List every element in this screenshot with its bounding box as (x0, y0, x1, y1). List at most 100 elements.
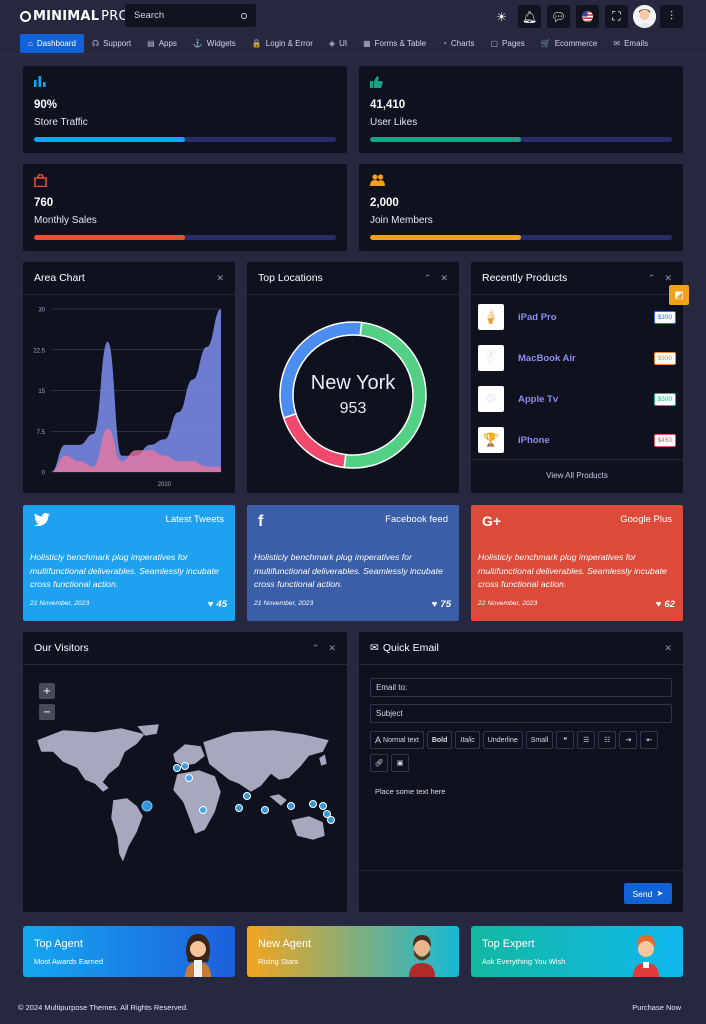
nav-item-emails[interactable]: ✉ Emails (605, 34, 656, 53)
social-card-text: Holisticly benchmark plug imperatives fo… (30, 552, 219, 589)
search-icon[interactable] (241, 12, 247, 19)
customizer-toggle-button[interactable]: ◩ (669, 285, 689, 305)
close-icon[interactable]: ✕ (440, 272, 448, 283)
copyright-suffix: . All Rights Reserved. (116, 1003, 189, 1012)
chevron-up-icon[interactable]: ⌃ (423, 272, 432, 283)
page-icon: ▢ (490, 39, 499, 48)
email-to-field[interactable] (370, 678, 672, 697)
twitter-icon (34, 512, 50, 530)
editor-toolbar-row-2: 🔗︎ ▣ (370, 754, 409, 772)
lock-icon: 🔒 (251, 39, 262, 48)
nav-item-ui[interactable]: ◈ UI (321, 34, 355, 53)
product-name[interactable]: iPhone (518, 434, 550, 446)
home-icon: ⌂ (28, 39, 33, 48)
donut-center-value: 953 (340, 400, 367, 417)
indent-button[interactable]: ⇥ (619, 731, 638, 749)
product-name[interactable]: Apple Tv (518, 393, 559, 405)
nav-item-ecommerce[interactable]: 🛒 Ecommerce (533, 34, 606, 53)
view-all-products-link[interactable]: View All Products (546, 471, 608, 480)
link-button[interactable]: 🔗︎ (370, 754, 388, 772)
cube-icon: ◈ (328, 39, 336, 48)
language-button[interactable] (576, 5, 599, 28)
nav-item-forms-table[interactable]: ▦ Forms & Table (355, 34, 434, 53)
panel-header: ✉ Quick Email ✕ (359, 632, 683, 665)
like-counter[interactable]: ♥ 62 (656, 599, 675, 610)
social-card-twitter: Latest Tweets Holisticly benchmark plug … (23, 505, 235, 621)
product-row[interactable]: 🏆 iPhone $450 (478, 427, 676, 453)
promo-title: Top Agent (34, 938, 83, 950)
send-label: Send (632, 888, 653, 899)
underline-button[interactable]: Underline (482, 731, 523, 749)
email-subject-field[interactable] (370, 704, 672, 723)
close-icon[interactable]: ✕ (328, 642, 336, 653)
email-body-field[interactable]: Place some text here (375, 787, 446, 796)
brand-logo[interactable]: MINIMAL PRO (20, 9, 129, 24)
brand-name-bold: MINIMAL (33, 9, 100, 24)
chevron-up-icon[interactable]: ⌃ (647, 272, 656, 283)
price-badge: $450 (653, 433, 676, 447)
social-card-text: Holisticly benchmark plug imperatives fo… (254, 552, 443, 589)
product-row[interactable]: 🍦 iPad Pro $300 (478, 304, 676, 330)
fullscreen-icon: ⛶ (612, 9, 621, 23)
y-tick-label: 7.5 (37, 430, 46, 436)
search-box[interactable] (125, 4, 256, 27)
fullscreen-button[interactable]: ⛶ (605, 5, 628, 28)
map-zoom-in-button[interactable]: + (39, 683, 55, 699)
like-counter[interactable]: ♥ 75 (432, 599, 451, 610)
social-card-text: Holisticly benchmark plug imperatives fo… (478, 552, 667, 589)
outdent-button[interactable]: ⇤ (640, 731, 659, 749)
nav-item-support[interactable]: ☊ Support (84, 34, 139, 53)
stat-value: 2,000 (370, 197, 399, 209)
product-name[interactable]: iPad Pro (518, 311, 557, 323)
cart-icon: 🛒 (540, 39, 551, 48)
unordered-list-button[interactable]: ☰ (577, 731, 596, 749)
image-button[interactable]: ▣ (391, 754, 409, 772)
promo-card-new-agent[interactable]: New Agent Rising Stars (247, 926, 459, 977)
product-name[interactable]: MacBook Air (518, 352, 576, 364)
close-icon[interactable]: ✕ (664, 272, 672, 283)
donut-center-label: New York (311, 372, 396, 394)
nav-item-pages[interactable]: ▢ Pages (482, 34, 532, 53)
logo-icon (20, 11, 31, 22)
chevron-up-icon[interactable]: ⌃ (311, 642, 320, 653)
quote-button[interactable]: ❝ (556, 731, 575, 749)
nav-item-label: Charts (450, 39, 475, 48)
purchase-now-link[interactable]: Purchase Now (632, 1003, 681, 1012)
italic-button[interactable]: Italic (455, 731, 480, 749)
like-counter[interactable]: ♥ 45 (208, 599, 227, 610)
ordered-list-button[interactable]: ☷ (598, 731, 617, 749)
nav-item-widgets[interactable]: ⚓ Widgets (185, 34, 244, 53)
company-link[interactable]: Multipurpose Themes (44, 1003, 117, 1012)
area-chart-panel: Area Chart ✕ 0 7.5 15 22.5 30 2020 (23, 262, 235, 493)
promo-card-top-expert[interactable]: Top Expert Ask Everything You Wish (471, 926, 683, 977)
nav-item-label: UI (339, 39, 348, 48)
close-icon[interactable]: ✕ (664, 642, 672, 653)
nav-item-apps[interactable]: ▤ Apps (139, 34, 185, 53)
product-row[interactable]: ⚙ Apple Tv $500 (478, 386, 676, 412)
close-icon[interactable]: ✕ (216, 272, 224, 283)
bold-button[interactable]: Bold (426, 731, 453, 749)
envelope-icon: ✉ (370, 642, 379, 654)
messages-button[interactable]: 💬︎ (547, 5, 570, 28)
search-input[interactable] (134, 10, 224, 21)
normal-text-button[interactable]: A Normal text (370, 731, 424, 749)
nav-item-label: Login & Error (265, 39, 313, 48)
settings-button[interactable]: ⫶ (660, 5, 683, 28)
nav-item-login-error[interactable]: 🔒 Login & Error (244, 34, 321, 53)
product-row[interactable]: 🎖 MacBook Air $500 (478, 345, 676, 371)
nav-item-dashboard[interactable]: ⌂ Dashboard (20, 34, 84, 53)
nav-item-charts[interactable]: ◔ Charts (434, 34, 482, 53)
send-button[interactable]: Send ➤ (624, 883, 672, 904)
donut-segment-0[interactable] (343, 321, 427, 469)
user-avatar[interactable] (633, 5, 656, 28)
panel-title: Area Chart (34, 272, 85, 284)
theme-toggle-button[interactable]: ☀ (490, 5, 513, 28)
outdent-icon: ⇤ (646, 737, 653, 744)
promo-card-top-agent[interactable]: Top Agent Most Awards Earned (23, 926, 235, 977)
notifications-button[interactable]: 🔔︎ (518, 5, 541, 28)
donut-segment-1[interactable] (282, 412, 347, 469)
y-tick-label: 0 (42, 471, 46, 477)
small-button[interactable]: Small (525, 731, 554, 749)
map-zoom-out-button[interactable]: − (39, 704, 55, 720)
